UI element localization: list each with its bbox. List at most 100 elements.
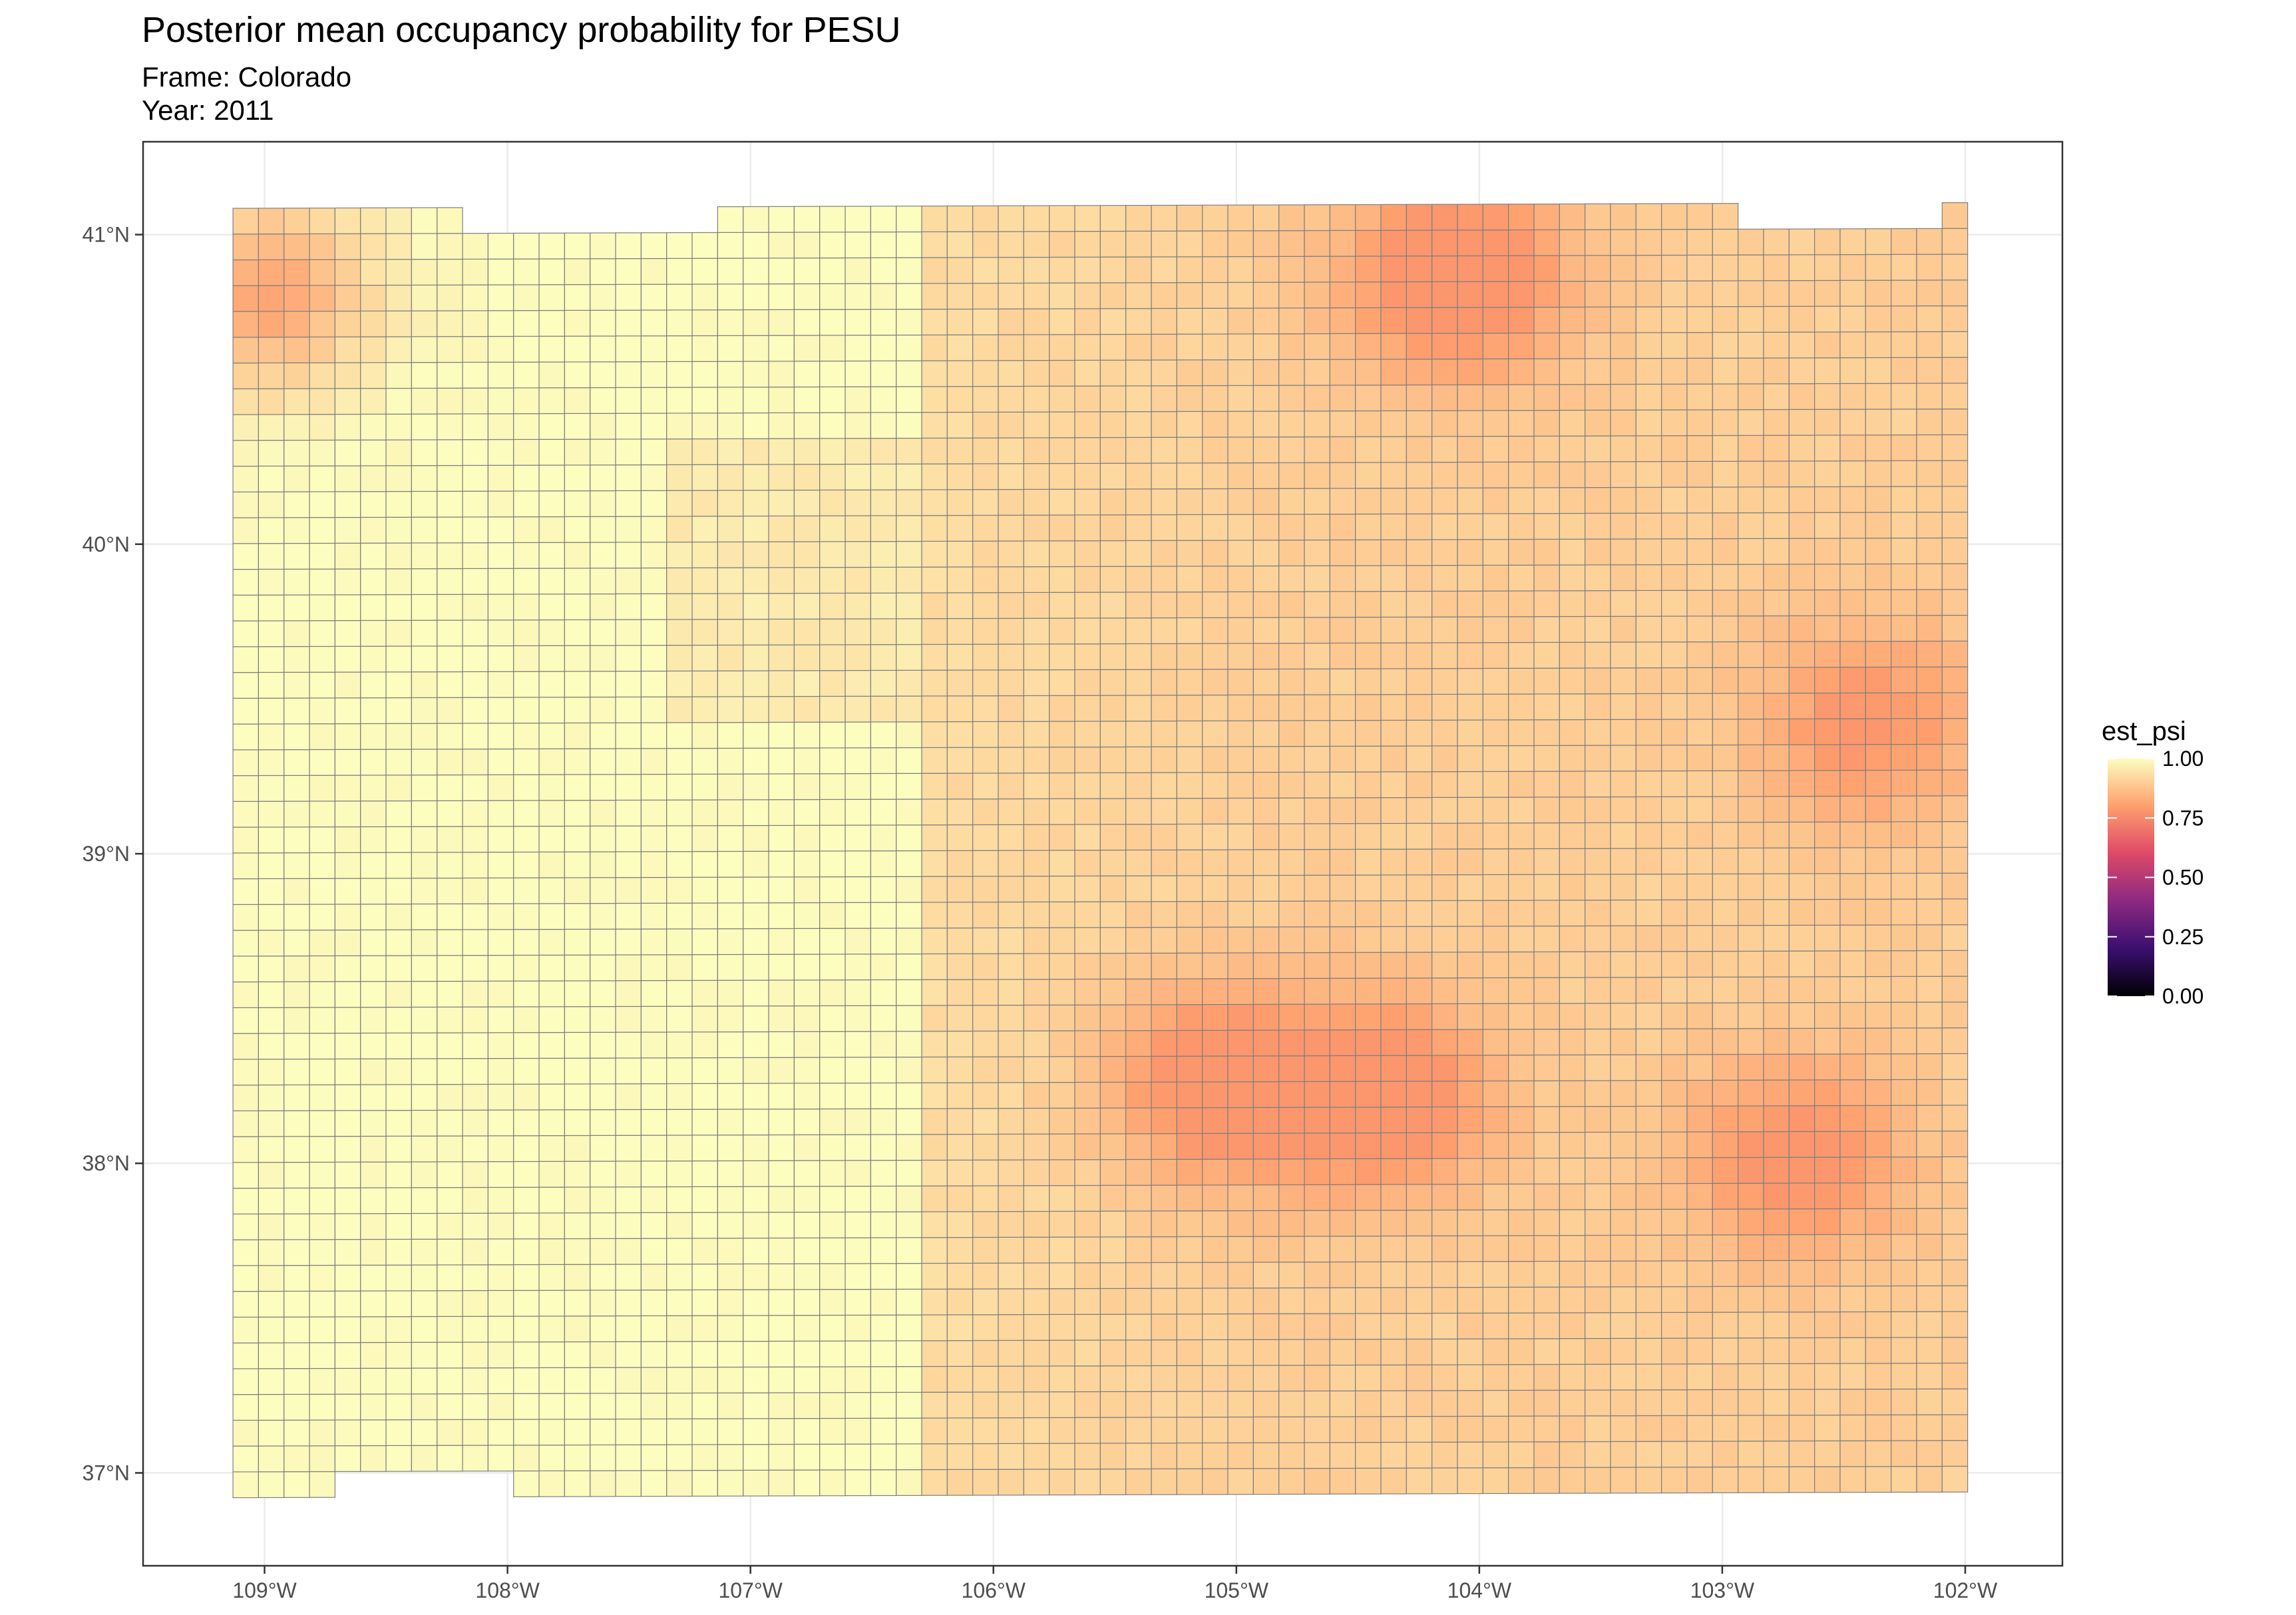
legend-ticks: 1.000.750.500.250.00 <box>2108 747 2203 1008</box>
occupancy-cell <box>437 284 463 311</box>
occupancy-cell <box>1686 1131 1713 1159</box>
occupancy-cell <box>1533 487 1560 514</box>
occupancy-cell <box>1865 666 1892 693</box>
occupancy-cell <box>1125 1159 1152 1186</box>
occupancy-cell <box>1686 1363 1713 1391</box>
occupancy-cell <box>819 980 846 1007</box>
occupancy-cell <box>232 1085 260 1111</box>
occupancy-cell <box>998 257 1024 284</box>
occupancy-cell <box>1099 1133 1127 1161</box>
occupancy-cell <box>845 721 871 749</box>
occupancy-cell <box>845 1160 871 1187</box>
occupancy-cell <box>513 774 540 801</box>
occupancy-cell <box>1891 1053 1917 1081</box>
occupancy-cell <box>1865 279 1892 307</box>
occupancy-cell <box>1151 1288 1177 1315</box>
occupancy-cell <box>1023 1365 1050 1393</box>
occupancy-cell <box>487 232 514 260</box>
occupancy-cell <box>1406 230 1433 257</box>
occupancy-cell <box>1738 796 1764 823</box>
occupancy-cell <box>743 283 769 311</box>
occupancy-cell <box>437 852 463 879</box>
occupancy-cell <box>590 258 616 285</box>
occupancy-cell <box>1074 618 1101 645</box>
occupancy-cell <box>1457 1467 1483 1495</box>
occupancy-cell <box>717 541 744 568</box>
occupancy-cell <box>615 1109 642 1136</box>
occupancy-cell <box>666 1470 693 1497</box>
occupancy-cell <box>232 491 260 518</box>
occupancy-cell <box>1788 950 1816 978</box>
occupancy-cell <box>1508 1029 1535 1056</box>
occupancy-cell <box>1252 668 1280 695</box>
occupancy-cell <box>640 1470 668 1497</box>
occupancy-cell <box>819 1443 846 1471</box>
occupancy-cell <box>487 361 514 389</box>
occupancy-cell <box>1074 231 1101 258</box>
occupancy-cell <box>1788 770 1816 797</box>
occupancy-cell <box>1252 1133 1280 1160</box>
occupancy-cell <box>1533 255 1560 282</box>
occupancy-cell <box>819 386 846 413</box>
occupancy-cell <box>946 1391 974 1419</box>
occupancy-cell <box>258 1445 285 1473</box>
occupancy-cell <box>1482 848 1509 876</box>
occupancy-cell <box>946 205 974 232</box>
occupancy-cell <box>284 208 310 235</box>
occupancy-cell <box>1023 721 1050 748</box>
occupancy-cell <box>946 308 974 335</box>
occupancy-cell <box>513 980 540 1007</box>
occupancy-cell <box>870 489 897 516</box>
occupancy-cell <box>615 671 642 698</box>
occupancy-cell <box>309 594 336 622</box>
occupancy-cell <box>1941 1440 1969 1467</box>
occupancy-cell <box>513 1290 540 1317</box>
occupancy-cell <box>487 490 514 518</box>
occupancy-cell <box>564 800 591 827</box>
occupancy-cell <box>1941 1259 1969 1286</box>
occupancy-cell <box>1457 384 1483 411</box>
occupancy-cell <box>793 1108 821 1135</box>
occupancy-cell <box>590 1393 616 1420</box>
occupancy-cell <box>1457 1261 1483 1288</box>
occupancy-cell <box>360 1342 387 1369</box>
occupancy-cell <box>1686 1054 1713 1081</box>
occupancy-cell <box>666 361 693 388</box>
occupancy-cell <box>1916 383 1943 410</box>
occupancy-cell <box>998 695 1024 722</box>
occupancy-cell <box>1585 1183 1611 1210</box>
occupancy-cell <box>1202 1003 1229 1031</box>
occupancy-cell <box>1635 1363 1662 1391</box>
occupancy-cell <box>309 362 336 389</box>
occupancy-cell <box>437 233 463 260</box>
occupancy-cell <box>1482 1467 1509 1495</box>
occupancy-cell <box>768 1134 795 1161</box>
occupancy-cell <box>284 1136 310 1163</box>
occupancy-cell <box>640 696 668 723</box>
occupancy-cell <box>921 437 948 464</box>
occupancy-cell <box>845 1185 871 1212</box>
occupancy-cell <box>1916 924 1943 952</box>
occupancy-cell <box>1457 1106 1483 1133</box>
occupancy-cell <box>487 800 514 827</box>
occupancy-cell <box>1406 590 1433 618</box>
occupancy-cell <box>1406 462 1433 489</box>
occupancy-cell <box>1329 1416 1356 1443</box>
occupancy-cell <box>1610 1312 1636 1339</box>
occupancy-cell <box>1457 977 1483 1004</box>
occupancy-cell <box>896 979 922 1006</box>
occupancy-cell <box>768 593 795 620</box>
occupancy-cell <box>1635 538 1662 566</box>
occupancy-cell <box>1432 719 1458 747</box>
occupancy-cell <box>640 1135 668 1162</box>
occupancy-cell <box>691 670 718 697</box>
occupancy-cell <box>1661 1286 1688 1313</box>
occupancy-cell <box>615 825 642 852</box>
occupancy-cell <box>1482 1312 1509 1340</box>
occupancy-cell <box>1610 899 1636 926</box>
occupancy-cell <box>1049 282 1075 309</box>
occupancy-cell <box>743 1186 769 1213</box>
occupancy-cell <box>590 1444 616 1471</box>
occupancy-cell <box>385 1419 412 1446</box>
occupancy-cell <box>743 773 769 801</box>
